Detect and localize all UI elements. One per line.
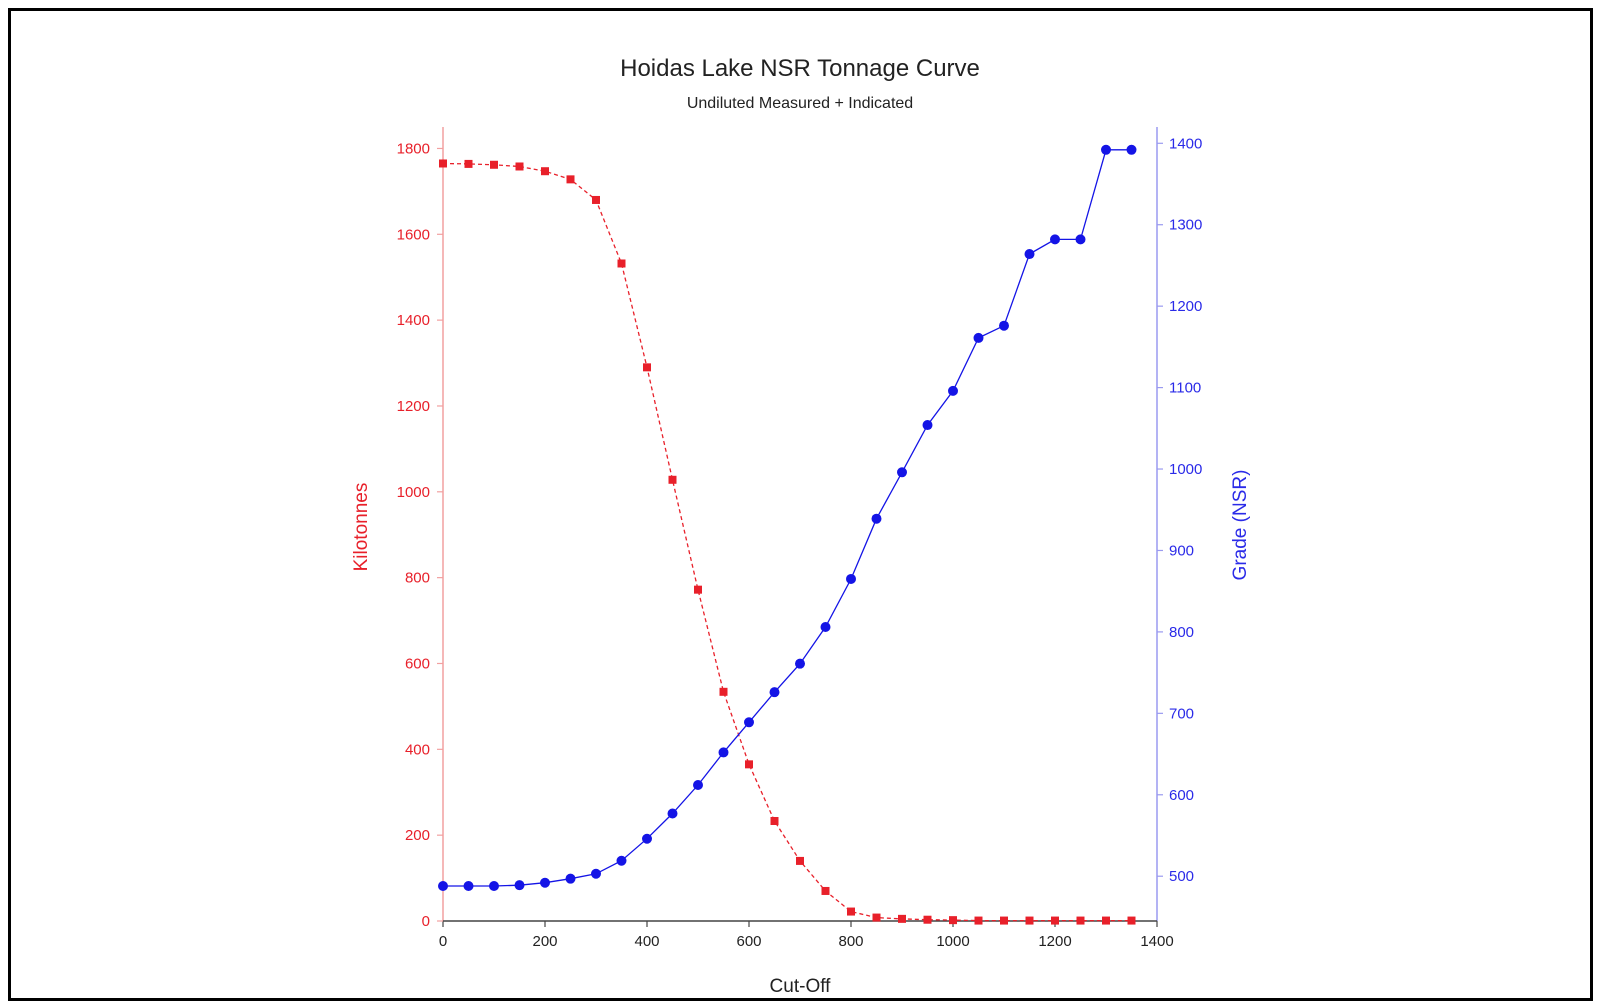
grade-point <box>897 467 907 478</box>
x-axis-title: Cut-Off <box>770 976 832 997</box>
x-tick-label: 1200 <box>1038 933 1071 950</box>
right-tick-label: 1400 <box>1169 135 1202 152</box>
left-tick-label: 1400 <box>397 312 430 329</box>
chart-subtitle: Undiluted Measured + Indicated <box>687 95 913 112</box>
left-tick-label: 1800 <box>397 140 430 157</box>
kilotonnes-point <box>821 886 830 895</box>
kilotonnes-point <box>464 159 473 168</box>
kilotonnes-point <box>1051 916 1059 925</box>
grade-point <box>463 880 474 891</box>
kilotonnes-point <box>949 916 957 925</box>
right-tick-label: 900 <box>1169 542 1194 559</box>
grade-point <box>642 833 652 844</box>
grade-point <box>1101 144 1111 155</box>
grade-point <box>973 332 984 343</box>
kilotonnes-point <box>1076 916 1085 925</box>
kilotonnes-point <box>439 159 447 168</box>
series-layer <box>438 144 1137 925</box>
kilotonnes-point <box>490 160 498 169</box>
right-tick-label: 700 <box>1169 705 1194 722</box>
kilotonnes-point <box>592 195 600 204</box>
left-tick-label: 800 <box>405 570 430 587</box>
kilotonnes-point <box>796 856 804 865</box>
kilotonnes-point <box>541 167 549 176</box>
right-tick-label: 1000 <box>1169 461 1202 478</box>
kilotonnes-point <box>872 913 881 922</box>
kilotonnes-point <box>515 162 524 171</box>
kilotonnes-point <box>923 915 932 924</box>
x-tick-label: 0 <box>439 933 447 950</box>
grade-point <box>565 873 576 884</box>
kilotonnes-point <box>668 475 677 484</box>
left-axis-title: Kilotonnes <box>351 483 372 572</box>
x-tick-label: 600 <box>736 933 761 950</box>
kilotonnes-series-line <box>442 162 1132 922</box>
kilotonnes-point <box>974 916 983 925</box>
kilotonnes-point <box>847 907 855 916</box>
grade-point <box>540 877 550 888</box>
kilotonnes-point <box>694 585 702 594</box>
x-tick-label: 400 <box>634 933 659 950</box>
x-tick-label: 200 <box>532 933 557 950</box>
grade-point <box>846 573 856 584</box>
grade-point <box>999 320 1009 331</box>
left-tick-label: 600 <box>405 655 430 672</box>
right-tick-label: 800 <box>1169 624 1194 641</box>
grade-point <box>438 880 448 891</box>
right-tick-label: 600 <box>1169 787 1194 804</box>
kilotonnes-point <box>566 175 575 184</box>
right-tick-label: 1100 <box>1169 380 1201 397</box>
right-tick-label: 500 <box>1169 868 1194 885</box>
grade-point <box>820 622 831 633</box>
grade-point <box>1126 144 1137 155</box>
right-axis-title: Grade (NSR) <box>1230 470 1251 581</box>
kilotonnes-point <box>617 259 626 268</box>
left-tick-label: 1000 <box>397 484 430 501</box>
axes: 0 200 400 600 800 1000 1200 1400 0 200 400 600 800 10… <box>397 127 1202 950</box>
kilotonnes-point <box>719 687 728 696</box>
kilotonnes-point <box>1102 916 1110 925</box>
grade-point <box>616 855 627 866</box>
grade-point <box>489 880 499 891</box>
kilotonnes-point <box>898 914 906 923</box>
grade-point <box>1050 234 1060 245</box>
chart-frame <box>8 8 1593 1001</box>
grade-point <box>769 687 780 698</box>
grade-point <box>1075 234 1086 245</box>
grade-point <box>514 880 525 891</box>
left-tick-label: 1600 <box>397 226 430 243</box>
grade-point <box>948 385 958 396</box>
kilotonnes-point <box>1127 916 1136 925</box>
grade-series-line <box>443 149 1132 887</box>
kilotonnes-point <box>745 760 753 769</box>
grade-point <box>591 868 601 879</box>
grade-point <box>718 747 729 758</box>
left-tick-label: 1200 <box>397 398 430 415</box>
left-tick-label: 0 <box>422 913 430 930</box>
right-tick-label: 1300 <box>1169 217 1202 234</box>
left-tick-label: 200 <box>405 827 430 844</box>
grade-point <box>1024 249 1035 260</box>
kilotonnes-point <box>1025 916 1034 925</box>
grade-point <box>744 717 754 728</box>
kilotonnes-point <box>770 816 779 825</box>
grade-point <box>667 808 678 819</box>
grade-point <box>795 658 805 669</box>
chart-title: Hoidas Lake NSR Tonnage Curve <box>620 55 980 82</box>
right-tick-label: 1200 <box>1169 298 1202 315</box>
x-tick-label: 1400 <box>1140 933 1173 950</box>
grade-point <box>922 420 933 431</box>
kilotonnes-point <box>643 363 651 372</box>
grade-point <box>871 513 882 524</box>
left-tick-label: 400 <box>405 741 430 758</box>
x-tick-label: 800 <box>838 933 863 950</box>
kilotonnes-point <box>1000 916 1008 925</box>
x-tick-label: 1000 <box>936 933 969 950</box>
grade-point <box>693 780 703 791</box>
